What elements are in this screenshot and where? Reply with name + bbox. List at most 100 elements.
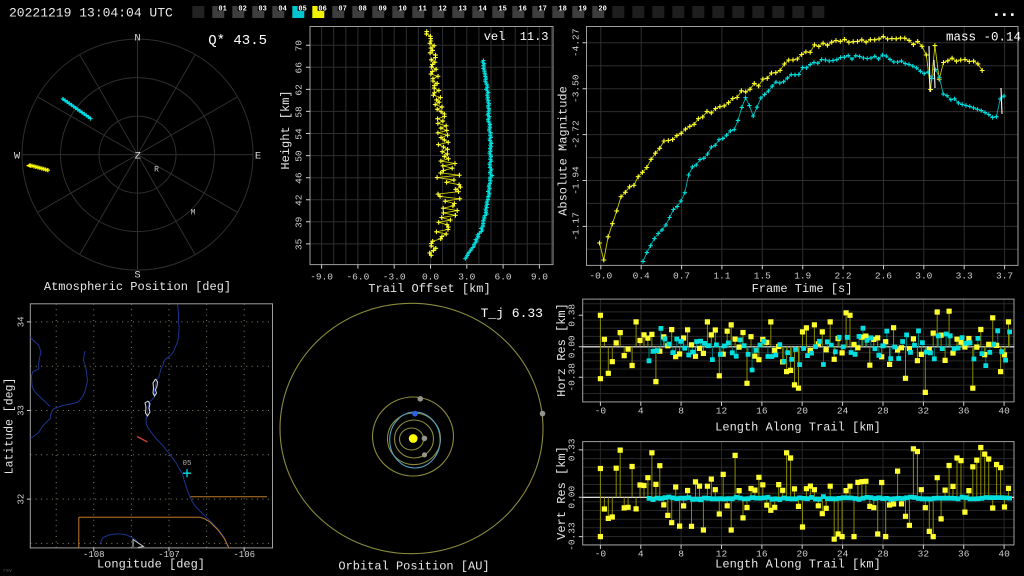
svg-text:20: 20	[598, 5, 606, 13]
svg-text:46: 46	[294, 172, 305, 184]
svg-text:vel 11.3: vel 11.3	[484, 30, 549, 44]
svg-text:24: 24	[837, 406, 849, 417]
svg-text:34: 34	[17, 316, 27, 327]
svg-text:13: 13	[458, 5, 466, 13]
svg-text:33: 33	[17, 405, 27, 416]
svg-text:-3.50: -3.50	[571, 74, 582, 103]
svg-text:rev: rev	[3, 568, 12, 574]
svg-text:Atmospheric Position [deg]: Atmospheric Position [deg]	[44, 280, 231, 294]
svg-text:0.4: 0.4	[633, 271, 650, 282]
svg-text:-3.0: -3.0	[383, 272, 406, 283]
svg-text:Height [km]: Height [km]	[279, 90, 293, 169]
svg-text:-108: -108	[83, 550, 105, 560]
svg-text:R: R	[154, 165, 159, 174]
svg-text:3.0: 3.0	[458, 272, 475, 283]
svg-text:08: 08	[358, 5, 366, 13]
svg-text:62: 62	[294, 84, 305, 96]
svg-text:10: 10	[398, 5, 406, 13]
svg-text:16: 16	[756, 406, 768, 417]
svg-text:16: 16	[756, 549, 768, 560]
svg-text:N: N	[134, 33, 140, 45]
svg-text:-0: -0	[595, 406, 607, 417]
svg-text:06: 06	[318, 5, 326, 13]
svg-text:04: 04	[278, 5, 286, 13]
svg-text:12: 12	[438, 5, 446, 13]
svg-text:8: 8	[678, 406, 684, 417]
svg-text:-6.0: -6.0	[346, 272, 369, 283]
svg-text:0.38: 0.38	[567, 304, 578, 327]
svg-text:70: 70	[294, 40, 305, 52]
svg-text:-0: -0	[595, 549, 607, 560]
svg-text:S: S	[134, 270, 140, 282]
svg-text:14: 14	[478, 5, 486, 13]
svg-text:Vert Res [km]: Vert Res [km]	[555, 446, 569, 540]
svg-text:32: 32	[918, 549, 930, 560]
svg-text:32: 32	[918, 406, 930, 417]
svg-text:-4.27: -4.27	[571, 29, 582, 58]
svg-text:36: 36	[958, 549, 970, 560]
svg-text:Horz Res [km]: Horz Res [km]	[555, 303, 569, 397]
svg-text:8: 8	[678, 549, 684, 560]
svg-text:40: 40	[998, 549, 1010, 560]
svg-text:M: M	[191, 209, 196, 218]
svg-text:05: 05	[183, 460, 193, 468]
svg-text:Length Along Trail [km]: Length Along Trail [km]	[715, 558, 881, 572]
svg-text:15: 15	[498, 5, 506, 13]
svg-text:-107: -107	[158, 550, 180, 560]
svg-text:19: 19	[578, 5, 586, 13]
svg-text:40: 40	[998, 406, 1010, 417]
svg-text:0.0: 0.0	[422, 272, 439, 283]
svg-text:-0.33: -0.33	[567, 522, 578, 551]
svg-text:E: E	[255, 151, 261, 163]
svg-text:0.00: 0.00	[567, 486, 578, 509]
svg-text:0.33: 0.33	[567, 438, 578, 461]
svg-text:-1.94: -1.94	[571, 166, 582, 195]
svg-text:17: 17	[538, 5, 546, 13]
svg-text:28: 28	[877, 406, 889, 417]
svg-text:32: 32	[17, 494, 27, 505]
svg-text:02: 02	[238, 5, 246, 13]
svg-text:09: 09	[378, 5, 386, 13]
svg-text:36: 36	[958, 406, 970, 417]
svg-text:66: 66	[294, 62, 305, 74]
svg-text:20221219 13:04:04 UTC: 20221219 13:04:04 UTC	[9, 6, 173, 21]
svg-text:Trail Offset [km]: Trail Offset [km]	[368, 282, 490, 296]
svg-text:28: 28	[877, 549, 889, 560]
svg-text:01: 01	[218, 5, 226, 13]
svg-text:12: 12	[716, 549, 728, 560]
svg-text:Longitude [deg]: Longitude [deg]	[97, 558, 205, 572]
svg-text:-106: -106	[233, 550, 255, 560]
svg-text:Orbital Position [AU]: Orbital Position [AU]	[338, 560, 489, 574]
svg-text:Frame Time [s]: Frame Time [s]	[752, 282, 853, 296]
svg-text:54: 54	[294, 128, 305, 140]
svg-text:T_j 6.33: T_j 6.33	[481, 306, 543, 321]
svg-text:Absolute Magnitude: Absolute Magnitude	[557, 86, 571, 216]
svg-text:1.5: 1.5	[754, 271, 771, 282]
svg-text:W: W	[14, 151, 21, 163]
svg-text:3.7: 3.7	[996, 271, 1013, 282]
svg-text:03: 03	[258, 5, 266, 13]
svg-text:07: 07	[338, 5, 346, 13]
svg-text:Q* 43.5: Q* 43.5	[208, 33, 267, 49]
svg-text:3.3: 3.3	[956, 271, 973, 282]
svg-text:24: 24	[837, 549, 849, 560]
svg-text:-0.38: -0.38	[567, 363, 578, 392]
svg-text:4: 4	[638, 549, 644, 560]
svg-text:16: 16	[518, 5, 526, 13]
svg-text:-9.0: -9.0	[310, 272, 333, 283]
svg-text:2.2: 2.2	[835, 271, 852, 282]
svg-text:-0.0: -0.0	[589, 271, 612, 282]
svg-text:39: 39	[294, 216, 305, 228]
svg-text:11: 11	[418, 5, 426, 13]
svg-text:0.7: 0.7	[673, 271, 690, 282]
svg-text:-1.17: -1.17	[571, 212, 582, 241]
svg-text:1.1: 1.1	[713, 271, 730, 282]
svg-text:2.6: 2.6	[875, 271, 892, 282]
svg-text:9.0: 9.0	[531, 272, 548, 283]
svg-text:0.00: 0.00	[567, 335, 578, 358]
svg-text:1.9: 1.9	[794, 271, 811, 282]
svg-text:20: 20	[797, 406, 809, 417]
svg-text:Z: Z	[135, 150, 141, 162]
svg-text:Latitude [deg]: Latitude [deg]	[4, 378, 17, 475]
svg-text:20: 20	[797, 549, 809, 560]
